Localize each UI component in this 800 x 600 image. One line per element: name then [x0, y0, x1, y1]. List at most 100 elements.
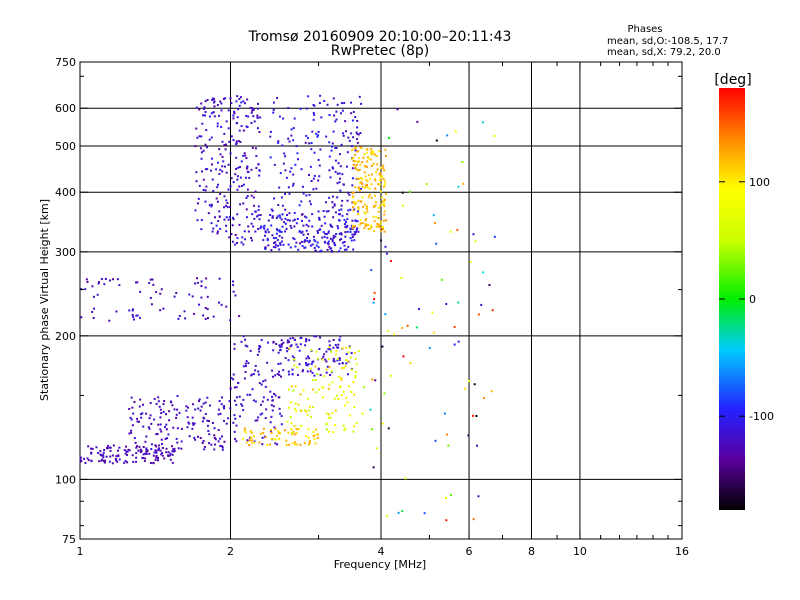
stats-o-line: mean, sd,O:-108.5, 17.7 — [607, 36, 728, 47]
data-point — [239, 176, 242, 179]
data-point — [229, 319, 232, 322]
data-point — [361, 160, 364, 163]
data-point — [373, 298, 376, 301]
data-point — [279, 348, 282, 351]
data-point — [354, 374, 357, 377]
data-point — [167, 451, 170, 454]
data-point — [325, 360, 328, 363]
data-point — [250, 122, 253, 125]
data-point — [400, 277, 403, 280]
data-point — [175, 416, 178, 419]
data-point — [396, 108, 399, 111]
data-point — [288, 140, 291, 143]
data-point — [359, 181, 362, 184]
data-point — [295, 343, 298, 346]
data-point — [160, 288, 163, 291]
data-point — [230, 177, 233, 180]
data-point — [328, 430, 331, 433]
data-point — [342, 134, 345, 137]
data-point — [239, 415, 242, 418]
data-point — [205, 129, 208, 132]
data-point — [266, 361, 269, 364]
data-point — [243, 152, 246, 155]
data-point — [264, 385, 267, 388]
data-point — [301, 370, 304, 373]
data-point — [290, 128, 293, 131]
data-point — [312, 379, 315, 382]
data-point — [323, 353, 326, 356]
data-point — [216, 183, 219, 186]
data-point — [239, 166, 242, 169]
data-point — [359, 222, 362, 225]
data-point — [293, 225, 296, 228]
data-point — [300, 213, 303, 216]
data-point — [165, 428, 168, 431]
data-point — [358, 168, 361, 171]
data-point — [240, 241, 243, 244]
data-point — [196, 219, 199, 222]
data-point — [381, 345, 384, 348]
data-point — [334, 211, 337, 214]
data-point — [199, 437, 202, 440]
data-point — [372, 301, 375, 304]
data-point — [330, 350, 333, 353]
data-point — [157, 459, 160, 462]
data-point — [440, 278, 443, 281]
data-point — [357, 206, 360, 209]
data-point — [333, 243, 336, 246]
data-point — [352, 136, 355, 139]
data-point — [216, 186, 219, 189]
data-point — [250, 236, 253, 239]
data-point — [367, 195, 370, 198]
data-point — [223, 419, 226, 422]
data-point — [303, 215, 306, 218]
data-point — [315, 187, 318, 190]
data-point — [325, 371, 328, 374]
data-point — [254, 230, 257, 233]
data-point — [344, 235, 347, 238]
data-point — [212, 315, 215, 318]
data-point — [345, 362, 348, 365]
data-point — [340, 204, 343, 207]
data-point — [216, 200, 219, 203]
data-point — [382, 177, 385, 180]
data-point — [384, 313, 387, 316]
data-point — [352, 430, 355, 433]
data-point — [219, 227, 222, 230]
data-point — [230, 135, 233, 138]
data-point — [235, 396, 238, 399]
data-point — [213, 115, 216, 118]
data-point — [206, 295, 209, 298]
data-point — [282, 243, 285, 246]
data-point — [371, 378, 374, 381]
data-point — [171, 453, 174, 456]
data-point — [280, 339, 283, 342]
data-point — [308, 200, 311, 203]
data-point — [194, 438, 197, 441]
data-point — [364, 219, 367, 222]
data-point — [330, 370, 333, 373]
data-point — [197, 197, 200, 200]
data-point — [87, 445, 90, 448]
data-point — [232, 280, 235, 283]
data-point — [287, 137, 290, 140]
data-point — [280, 196, 283, 199]
data-point — [415, 326, 418, 329]
data-point — [285, 176, 288, 179]
data-point — [216, 122, 219, 125]
data-point — [370, 148, 373, 151]
data-point — [361, 221, 364, 224]
data-point — [97, 452, 100, 455]
data-point — [233, 386, 236, 389]
data-point — [307, 137, 310, 140]
data-point — [270, 249, 273, 252]
data-point — [197, 407, 200, 410]
data-point — [202, 402, 205, 405]
data-point — [234, 173, 237, 176]
data-point — [285, 439, 288, 442]
data-point — [79, 457, 82, 460]
data-point — [273, 197, 276, 200]
data-point — [84, 461, 87, 464]
y-tick-label: 600 — [55, 102, 76, 115]
data-point — [101, 458, 104, 461]
